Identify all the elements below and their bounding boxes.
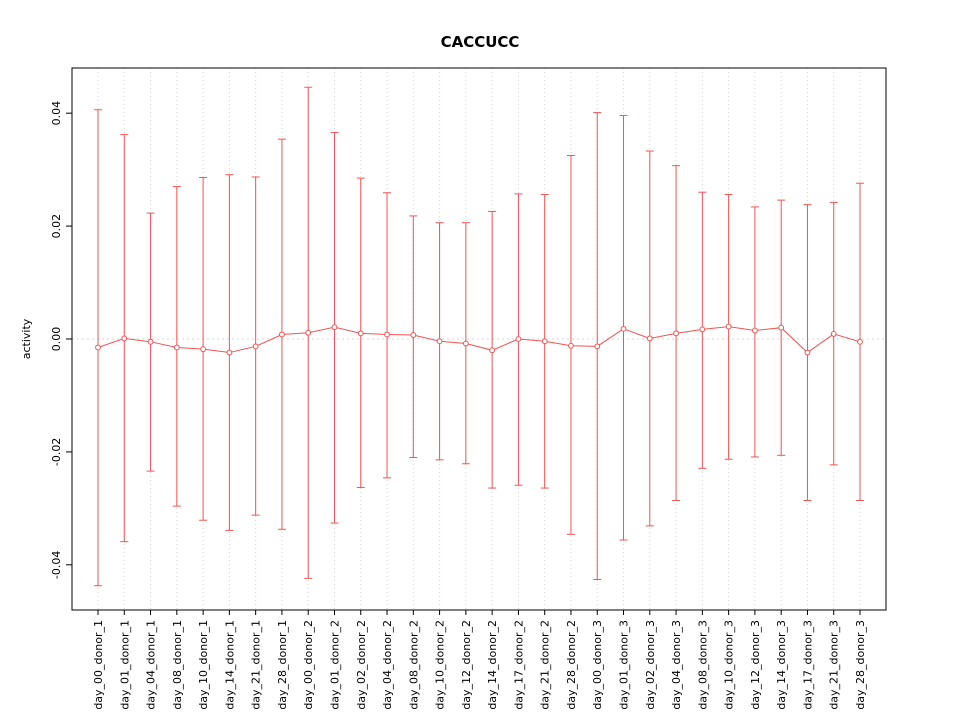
y-tick-label: 0.00 [50, 327, 63, 352]
data-point [384, 331, 390, 338]
y-axis-label: activity [20, 318, 33, 359]
y-tick-label: -0.04 [50, 551, 63, 579]
x-tick-label: day_10_donor_1 [197, 620, 210, 710]
x-tick-label: day_28_donor_2 [565, 620, 578, 710]
data-point [200, 346, 207, 353]
x-tick-label: day_17_donor_3 [801, 620, 814, 710]
data-point [620, 325, 627, 332]
data-point [410, 332, 417, 338]
data-point [279, 331, 285, 338]
x-tick-label: day_00_donor_2 [302, 620, 315, 710]
x-tick-label: day_04_donor_2 [381, 620, 394, 710]
data-point [646, 335, 653, 342]
data-point [725, 323, 732, 330]
data-point [515, 336, 522, 342]
x-tick-label: day_14_donor_2 [486, 620, 499, 710]
data-point [173, 344, 180, 351]
y-tick-label: 0.02 [50, 214, 63, 239]
data-point [594, 343, 601, 350]
x-tick-label: day_01_donor_1 [118, 620, 131, 710]
data-point [331, 324, 338, 331]
x-tick-label: day_02_donor_3 [644, 620, 657, 710]
data-point [305, 329, 312, 336]
series-line [97, 326, 861, 354]
chart-title: CACCUCC [441, 33, 520, 51]
x-tick-label: day_21_donor_2 [539, 620, 552, 710]
x-tick-label: day_08_donor_3 [696, 620, 709, 710]
data-point [147, 338, 154, 345]
x-tick-label: day_14_donor_3 [775, 620, 788, 710]
data-point [226, 349, 233, 356]
plot-area: -0.04 -0.02 0.00 0.02 0.04 day_00_donor_1 day_… [50, 67, 887, 710]
x-tick-label: day_00_donor_1 [92, 620, 105, 710]
x-tick-label: day_17_donor_2 [512, 620, 525, 710]
data-point [673, 330, 679, 337]
x-tick-label: day_04_donor_3 [670, 620, 683, 710]
data-point [778, 324, 785, 331]
x-tick-label: day_28_donor_3 [854, 620, 867, 710]
data-point [95, 344, 101, 351]
x-tick-label: day_21_donor_1 [250, 620, 263, 710]
data-point [436, 338, 443, 345]
x-tick-label: day_01_donor_3 [618, 620, 631, 710]
data-point [489, 347, 496, 354]
y-tick-label: 0.04 [50, 101, 63, 126]
x-tick-label: day_12_donor_3 [749, 620, 762, 710]
x-tick-label: day_01_donor_2 [328, 620, 341, 710]
x-tick-label: day_14_donor_1 [223, 620, 236, 710]
x-tick-label: day_04_donor_1 [145, 620, 158, 710]
data-point [568, 342, 574, 349]
data-point [857, 338, 863, 345]
x-tick-label: day_00_donor_3 [591, 620, 604, 710]
x-tick-label: day_10_donor_3 [723, 620, 736, 710]
data-point [751, 327, 758, 334]
data-point [699, 326, 706, 333]
x-tick-label: day_02_donor_2 [355, 620, 368, 710]
data-point [462, 340, 469, 347]
data-point [252, 343, 259, 350]
y-tick-label: -0.02 [50, 438, 63, 466]
data-point [357, 330, 364, 337]
x-tick-label: day_12_donor_2 [460, 620, 473, 710]
x-tick-label: day_08_donor_1 [171, 620, 184, 710]
data-point [804, 349, 811, 356]
x-tick-label: day_21_donor_3 [828, 620, 841, 710]
x-tick-label: day_10_donor_2 [434, 620, 447, 710]
x-tick-label: day_28_donor_1 [276, 620, 289, 710]
x-tick-label: day_08_donor_2 [407, 620, 420, 710]
data-point [541, 338, 548, 345]
data-point [121, 335, 128, 342]
data-point [830, 331, 837, 337]
